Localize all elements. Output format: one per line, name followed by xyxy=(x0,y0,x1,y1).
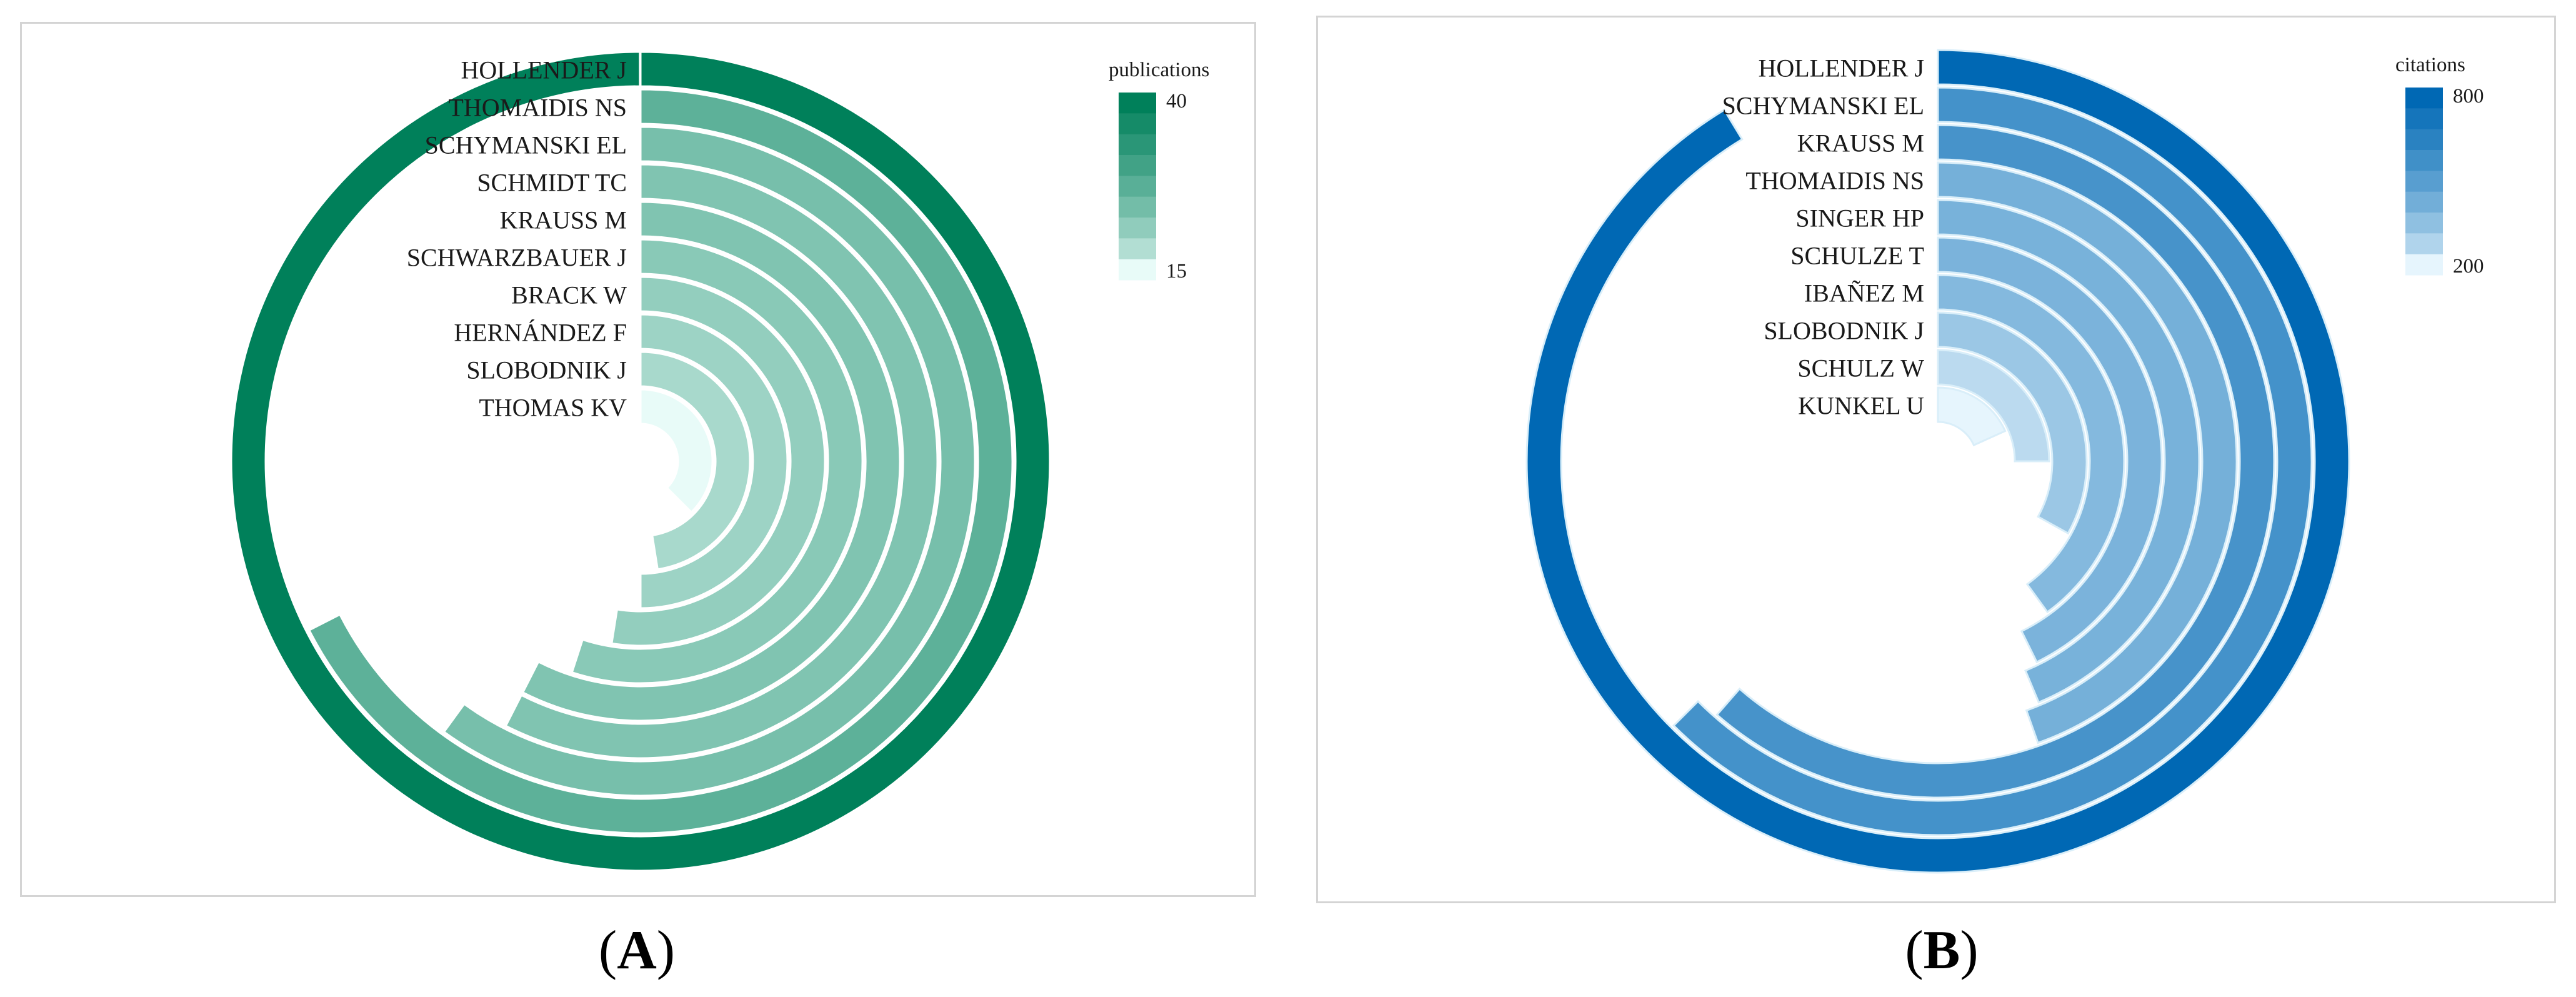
bar-1 xyxy=(1525,49,2350,874)
bar-3 xyxy=(1715,124,2275,799)
bar-10 xyxy=(639,388,714,514)
bar-3 xyxy=(442,126,976,797)
legend: citations 800 200 xyxy=(2395,54,2484,278)
category-label-3: SCHYMANSKI EL xyxy=(425,131,627,159)
caption-a: (A) xyxy=(598,920,676,981)
category-label-2: SCHYMANSKI EL xyxy=(1722,92,1924,120)
legend-swatch-2 xyxy=(2405,108,2443,130)
legend-swatch-7 xyxy=(1119,218,1156,239)
bar-8 xyxy=(639,313,789,609)
bar-2 xyxy=(1672,86,2313,836)
legend-swatch-2 xyxy=(1119,113,1156,135)
category-label-7: BRACK W xyxy=(511,281,627,309)
category-label-10: KUNKEL U xyxy=(1798,392,1924,420)
bar-4 xyxy=(1937,161,2238,744)
bar-4 xyxy=(504,163,939,759)
category-label-7: IBAÑEZ M xyxy=(1804,279,1924,308)
legend-swatch-8 xyxy=(2405,233,2443,255)
legend-swatch-8 xyxy=(1119,238,1156,260)
category-label-2: THOMAIDIS NS xyxy=(448,94,627,122)
bar-1 xyxy=(230,51,1051,872)
legend-swatch-3 xyxy=(1119,134,1156,156)
category-label-5: KRAUSS M xyxy=(500,206,627,234)
category-label-1: HOLLENDER J xyxy=(1758,54,1924,83)
category-label-3: KRAUSS M xyxy=(1797,129,1924,158)
bar-5 xyxy=(1937,199,2200,704)
legend-swatch-5 xyxy=(1119,176,1156,198)
bar-6 xyxy=(1937,236,2163,664)
legend-swatch-7 xyxy=(2405,213,2443,234)
category-label-4: THOMAIDIS NS xyxy=(1745,167,1924,195)
legend-title: publications xyxy=(1109,59,1209,81)
bar-6 xyxy=(571,238,864,684)
legend: publications 40 15 xyxy=(1109,59,1209,283)
chart-panel-b: HOLLENDER J SCHYMANSKI EL KRAUSS M THOMAIDI… xyxy=(1316,16,2556,903)
bar-9 xyxy=(1937,349,2050,463)
legend-swatch-5 xyxy=(2405,171,2443,193)
category-label-10: THOMAS KV xyxy=(479,394,627,422)
caption-b: (B) xyxy=(1905,920,1979,981)
bar-5 xyxy=(521,201,901,722)
category-label-6: SCHWARZBAUER J xyxy=(407,244,627,272)
chart-panel-a: HOLLENDER J THOMAIDIS NS SCHYMANSKI EL SCHM… xyxy=(20,22,1256,897)
category-label-8: HERNÁNDEZ F xyxy=(454,319,627,347)
legend-min-label: 200 xyxy=(2453,255,2484,278)
category-label-9: SLOBODNIK J xyxy=(466,356,627,384)
legend-swatch-9 xyxy=(1119,259,1156,281)
category-label-4: SCHMIDT TC xyxy=(477,169,627,197)
legend-swatch-3 xyxy=(2405,129,2443,151)
legend-max-label: 800 xyxy=(2453,85,2484,108)
radial-chart-publications: HOLLENDER J THOMAIDIS NS SCHYMANSKI EL SCHM… xyxy=(230,51,1209,872)
bar-7 xyxy=(1937,274,2125,614)
legend-swatch-4 xyxy=(2405,150,2443,171)
category-label-8: SLOBODNIK J xyxy=(1764,317,1924,345)
legend-swatch-6 xyxy=(1119,196,1156,218)
category-label-1: HOLLENDER J xyxy=(461,56,627,84)
bar-10 xyxy=(1937,386,2007,447)
bar-7 xyxy=(611,276,826,647)
legend-title: citations xyxy=(2395,54,2465,76)
legend-min-label: 15 xyxy=(1166,260,1187,283)
category-label-5: SINGER HP xyxy=(1795,204,1924,233)
legend-swatch-6 xyxy=(2405,191,2443,213)
legend-swatch-4 xyxy=(1119,155,1156,176)
radial-chart-citations: HOLLENDER J SCHYMANSKI EL KRAUSS M THOMAIDI… xyxy=(1525,49,2484,874)
bar-8 xyxy=(1937,311,2088,535)
category-label-9: SCHULZ W xyxy=(1797,354,1924,383)
legend-max-label: 40 xyxy=(1166,90,1187,113)
legend-swatch-1 xyxy=(1119,93,1156,114)
bar-9 xyxy=(639,351,751,571)
legend-swatch-1 xyxy=(2405,88,2443,109)
category-label-6: SCHULZE T xyxy=(1790,242,1924,270)
bar-2 xyxy=(307,88,1014,834)
legend-swatch-9 xyxy=(2405,254,2443,276)
